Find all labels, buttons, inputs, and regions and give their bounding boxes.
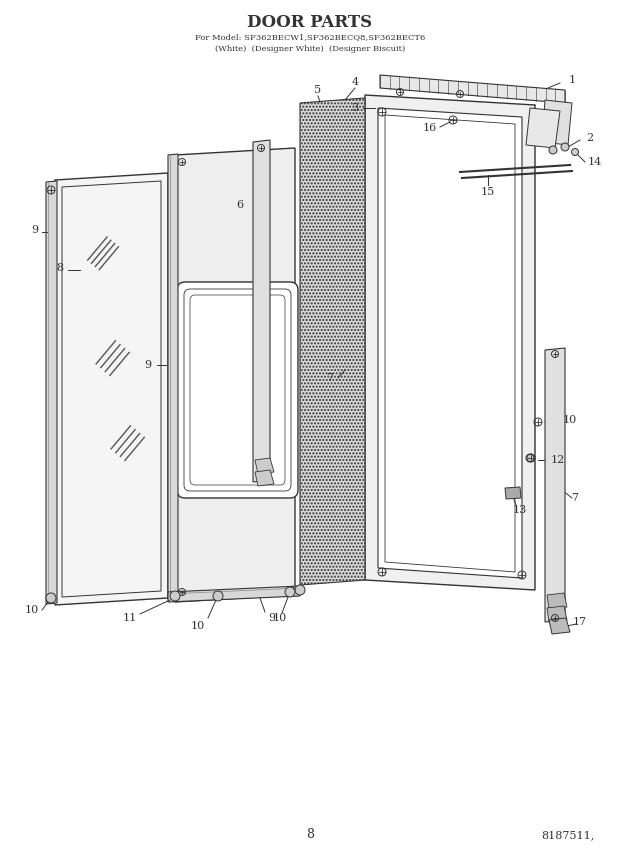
Text: 1: 1: [569, 75, 575, 85]
Text: DOOR PARTS: DOOR PARTS: [247, 14, 373, 31]
Text: (White)  (Designer White)  (Designer Biscuit): (White) (Designer White) (Designer Biscu…: [215, 45, 405, 53]
Polygon shape: [253, 140, 270, 482]
Text: 10: 10: [273, 613, 287, 623]
Text: 11: 11: [123, 613, 137, 623]
Polygon shape: [255, 458, 274, 474]
Polygon shape: [365, 95, 535, 590]
Text: 9: 9: [268, 613, 275, 623]
Circle shape: [285, 587, 295, 597]
Polygon shape: [542, 100, 572, 145]
Polygon shape: [378, 108, 522, 578]
Text: 3: 3: [352, 103, 358, 113]
Polygon shape: [300, 98, 365, 585]
Text: 5: 5: [314, 85, 322, 95]
Text: 17: 17: [573, 617, 587, 627]
Polygon shape: [46, 181, 57, 604]
Circle shape: [526, 454, 534, 462]
FancyBboxPatch shape: [177, 282, 298, 498]
Polygon shape: [168, 154, 178, 599]
Polygon shape: [505, 487, 521, 499]
Polygon shape: [175, 148, 295, 602]
Polygon shape: [545, 348, 565, 622]
Circle shape: [295, 585, 305, 595]
Polygon shape: [547, 593, 567, 609]
Polygon shape: [526, 108, 560, 148]
Text: For Model: SF362BECW1,SF362BECQ8,SF362BECT6: For Model: SF362BECW1,SF362BECQ8,SF362BE…: [195, 33, 425, 41]
Text: 4: 4: [352, 77, 358, 87]
Text: 7: 7: [572, 493, 578, 503]
Circle shape: [170, 591, 180, 601]
Text: 14: 14: [588, 157, 602, 167]
Polygon shape: [547, 606, 567, 622]
Circle shape: [572, 148, 578, 156]
Text: 8187511,: 8187511,: [542, 830, 595, 840]
Polygon shape: [380, 75, 565, 103]
Text: 7: 7: [327, 373, 334, 383]
Text: 9: 9: [144, 360, 151, 370]
Text: 15: 15: [481, 187, 495, 197]
Text: 13: 13: [513, 505, 527, 515]
Text: 2: 2: [587, 133, 593, 143]
Text: 6: 6: [236, 200, 244, 210]
Polygon shape: [549, 618, 570, 634]
Text: 10: 10: [563, 415, 577, 425]
Text: 9: 9: [32, 225, 38, 235]
Text: eReplacementParts.com: eReplacementParts.com: [234, 424, 386, 437]
Text: 10: 10: [25, 605, 39, 615]
Text: 16: 16: [423, 123, 437, 133]
Text: 8: 8: [306, 829, 314, 841]
Text: 12: 12: [551, 455, 565, 465]
Text: 8: 8: [56, 263, 64, 273]
Circle shape: [549, 146, 557, 154]
Circle shape: [46, 593, 56, 603]
Polygon shape: [255, 470, 274, 486]
Polygon shape: [168, 586, 300, 602]
Polygon shape: [55, 173, 168, 605]
Circle shape: [213, 591, 223, 601]
Circle shape: [561, 143, 569, 151]
Text: 10: 10: [191, 621, 205, 631]
